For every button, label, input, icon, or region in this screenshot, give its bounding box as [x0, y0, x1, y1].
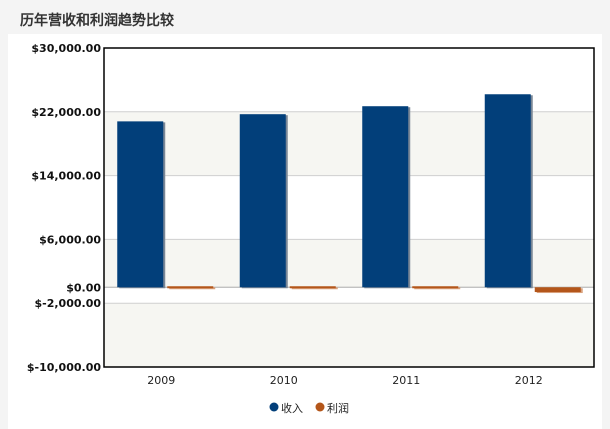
profit-bar — [289, 286, 336, 289]
x-tick-label: 2012 — [515, 374, 543, 387]
profit-bar — [412, 286, 459, 289]
revenue-legend-label: 收入 — [281, 401, 303, 415]
y-tick-label: $30,000.00 — [31, 42, 101, 55]
revenue-bar — [484, 94, 531, 288]
x-tick-label: 2009 — [147, 374, 175, 387]
plot-band — [104, 303, 594, 367]
axes — [103, 47, 595, 368]
y-tick-label: $-10,000.00 — [27, 361, 101, 374]
profit-bar — [534, 287, 581, 293]
y-tick-label: $6,000.00 — [39, 233, 101, 246]
y-tick-label: $22,000.00 — [31, 106, 101, 119]
profit-legend-marker — [315, 402, 325, 412]
profit-bar — [167, 286, 214, 289]
revenue-bar — [117, 121, 164, 288]
revenue-legend-marker — [269, 402, 279, 412]
revenue-bar — [362, 106, 409, 288]
x-tick-label: 2010 — [270, 374, 298, 387]
legend[interactable]: 收入 利润 — [269, 401, 350, 415]
x-axis-labels: 2009 2010 2011 2012 — [147, 374, 543, 387]
y-axis-labels: $30,000.00 $22,000.00 $14,000.00 $6,000.00 $… — [27, 42, 102, 374]
y-tick-label: $14,000.00 — [31, 170, 101, 183]
y-tick-label: $-2,000.00 — [35, 297, 102, 310]
y-tick-label: $0.00 — [66, 281, 101, 294]
chart-title: 历年营收和利润趋势比较 — [20, 13, 174, 29]
x-tick-label: 2011 — [392, 374, 420, 387]
revenue-bar — [239, 114, 286, 288]
profit-legend-label: 利润 — [327, 401, 349, 415]
plot-frame — [103, 47, 595, 368]
bars — [117, 94, 583, 294]
